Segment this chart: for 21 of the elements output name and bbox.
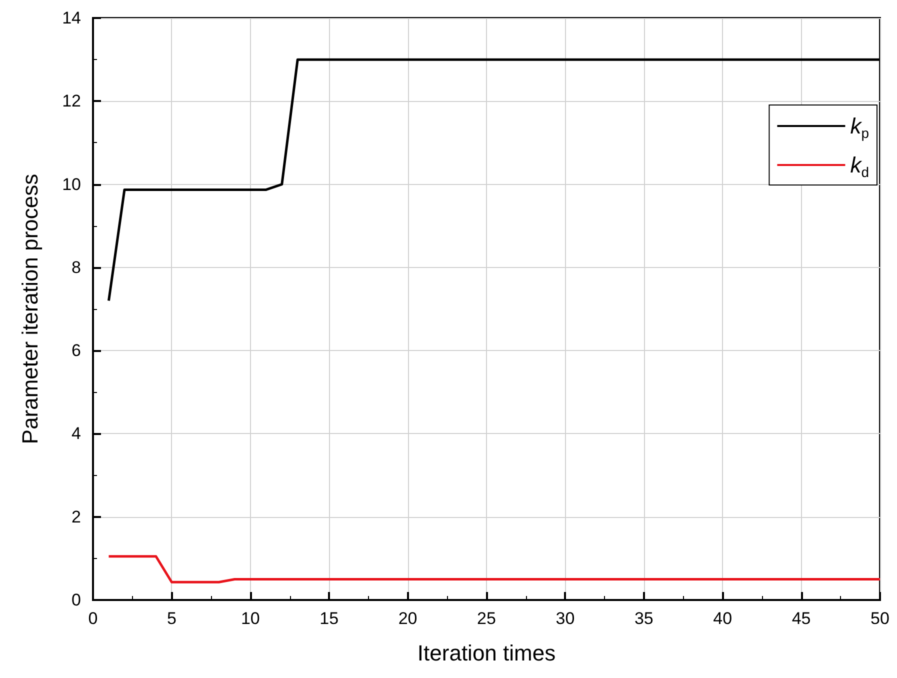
y-axis-title: Parameter iteration process — [18, 174, 42, 444]
y-tick-label: 12 — [62, 92, 81, 111]
x-tick-label: 5 — [166, 609, 176, 628]
y-tick-label: 2 — [72, 507, 81, 526]
y-tick-label: 6 — [72, 341, 81, 360]
x-tick-label: 30 — [556, 609, 575, 628]
y-tick-label: 4 — [72, 424, 81, 444]
x-tick-label: 40 — [713, 609, 732, 628]
y-tick-label: 10 — [62, 174, 81, 194]
y-tick-label: 14 — [62, 8, 81, 28]
x-tick-label: 10 — [240, 609, 260, 628]
x-tick-label: 45 — [792, 609, 811, 628]
x-tick-label: 20 — [398, 609, 418, 628]
x-tick-label: 50 — [870, 609, 890, 628]
x-tick-label: 0 — [88, 609, 98, 628]
y-tick-label: 0 — [72, 590, 81, 610]
x-tick-label: 35 — [634, 609, 654, 628]
y-tick-label: 8 — [72, 258, 81, 277]
x-axis-title: Iteration times — [417, 640, 556, 666]
x-tick-label: 15 — [320, 609, 339, 628]
x-tick-label: 25 — [477, 609, 496, 628]
